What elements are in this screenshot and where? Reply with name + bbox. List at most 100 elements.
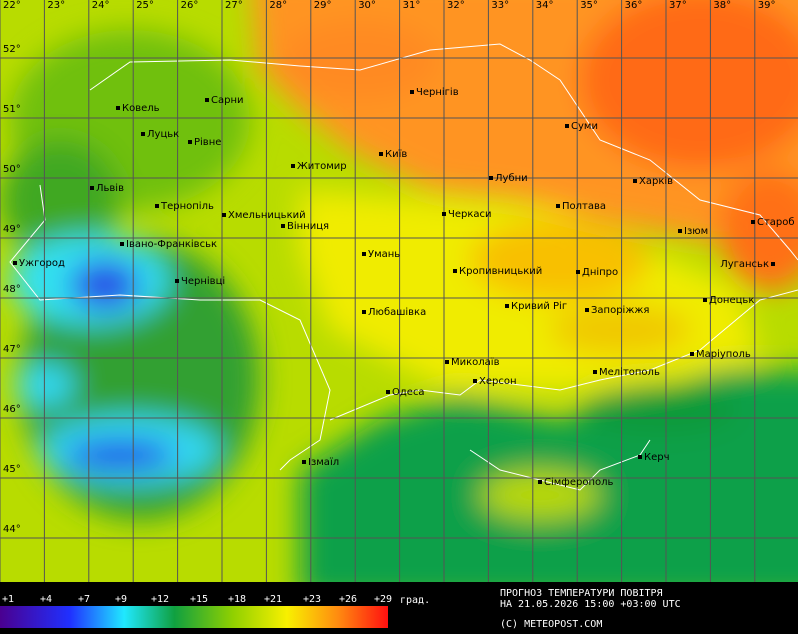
city-marker (585, 308, 589, 312)
city-label: Вінниця (287, 220, 329, 232)
city-marker (489, 176, 493, 180)
lat-label: 52° (3, 44, 21, 55)
city-marker (690, 352, 694, 356)
city-label: Лубни (495, 173, 528, 184)
city-label: Київ (385, 149, 407, 160)
city-marker (291, 164, 295, 168)
lon-label: 31° (403, 0, 421, 11)
city-label: Луганськ (720, 259, 769, 270)
city-marker (593, 370, 597, 374)
city-label: Полтава (562, 201, 606, 212)
city-marker (410, 90, 414, 94)
city-label: Донецьк (709, 295, 754, 306)
city-marker (175, 279, 179, 283)
city-label: Суми (571, 121, 598, 132)
legend-label: +7 (78, 594, 90, 605)
legend-label: +29 (374, 594, 392, 605)
labels: 22° 23° 24° 25° 26° 27° 28° 29° 30° 31° 32° 33° 34° 3… (3, 0, 795, 535)
city-label: Одеса (392, 387, 425, 398)
lon-label: 35° (580, 0, 598, 11)
color-scale (0, 606, 388, 628)
city-marker (362, 252, 366, 256)
lat-label: 47° (3, 344, 21, 355)
city-marker (222, 213, 226, 217)
city-marker (751, 220, 755, 224)
city-marker (505, 304, 509, 308)
city-marker (379, 152, 383, 156)
city-marker (120, 242, 124, 246)
lon-label: 30° (358, 0, 376, 11)
city-marker (116, 106, 120, 110)
legend-label: +18 (228, 594, 246, 605)
lon-label: 25° (136, 0, 154, 11)
lat-label: 49° (3, 224, 21, 235)
city-marker (556, 204, 560, 208)
lat-label: 44° (3, 524, 21, 535)
city-marker (453, 269, 457, 273)
city-label: Староб (757, 217, 795, 228)
grid (0, 0, 798, 582)
city-label: Кривий Ріг (511, 300, 567, 312)
lon-label: 32° (447, 0, 465, 11)
city-marker (638, 455, 642, 459)
city-label: Маріуполь (696, 348, 751, 360)
lon-label: 24° (92, 0, 110, 11)
lat-label: 48° (3, 284, 21, 295)
city-marker (678, 229, 682, 233)
legend-label: +1 (2, 594, 14, 605)
city-label: Любашівка (368, 306, 426, 318)
city-marker (155, 204, 159, 208)
legend-label: +23 (303, 594, 321, 605)
legend-label: +15 (190, 594, 208, 605)
city-label: Керч (644, 452, 670, 463)
city-marker (188, 140, 192, 144)
caption-copyright: (C) METEOPOST.COM (500, 619, 602, 630)
lon-label: 39° (758, 0, 776, 11)
lon-label: 34° (536, 0, 554, 11)
lon-label: 27° (225, 0, 243, 11)
city-marker (362, 310, 366, 314)
lon-label: 22° (3, 0, 21, 11)
city-marker (473, 379, 477, 383)
city-label: Тернопіль (160, 200, 214, 212)
city-marker (538, 480, 542, 484)
legend-label: +21 (264, 594, 282, 605)
city-marker (576, 270, 580, 274)
city-label: Миколаїв (451, 357, 500, 368)
city-label: Черкаси (448, 209, 492, 220)
legend-label: +9 (115, 594, 127, 605)
lat-label: 50° (3, 164, 21, 175)
city-marker (771, 262, 775, 266)
city-label: Ізюм (684, 226, 708, 237)
city-label: Ужгород (19, 258, 65, 269)
lat-label: 45° (3, 464, 21, 475)
city-marker (13, 261, 17, 265)
city-marker (565, 124, 569, 128)
lon-label: 28° (269, 0, 287, 11)
caption-date: НА 21.05.2026 15:00 +03:00 UTC (500, 599, 681, 610)
legend-label: +26 (339, 594, 357, 605)
city-label: Луцьк (147, 129, 179, 140)
city-marker (90, 186, 94, 190)
city-marker (281, 224, 285, 228)
city-label: Ізмаїл (308, 457, 339, 468)
city-label: Запоріжжя (591, 304, 649, 316)
city-label: Чернівці (181, 275, 225, 287)
city-marker (445, 360, 449, 364)
city-label: Кропивницький (459, 266, 542, 277)
city-label: Сарни (211, 95, 244, 106)
city-label: Чернігів (416, 86, 459, 98)
temperature-field: 22° 23° 24° 25° 26° 27° 28° 29° 30° 31° 32° 33° 34° 3… (0, 0, 798, 582)
city-label: Дніпро (582, 266, 618, 278)
city-marker (703, 298, 707, 302)
city-marker (205, 98, 209, 102)
lon-label: 26° (181, 0, 199, 11)
city-label: Харків (639, 175, 673, 187)
city-marker (442, 212, 446, 216)
lon-label: 33° (491, 0, 509, 11)
lat-label: 51° (3, 104, 21, 115)
city-marker (633, 179, 637, 183)
legend-label: +4 (40, 594, 52, 605)
lat-label: 46° (3, 404, 21, 415)
